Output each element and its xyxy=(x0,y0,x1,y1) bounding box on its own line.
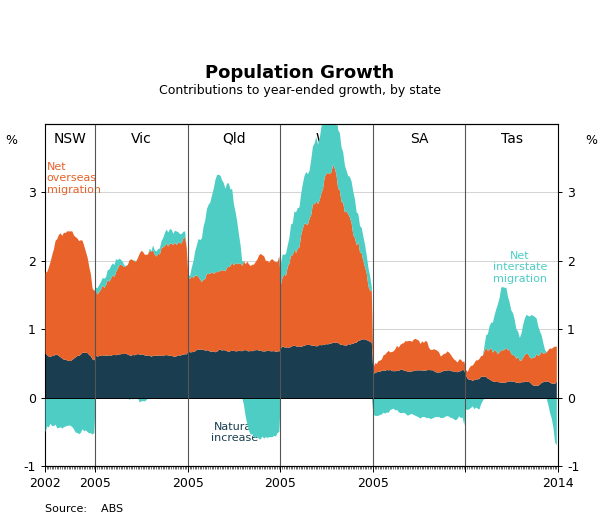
Text: %: % xyxy=(586,134,598,147)
Text: Contributions to year-ended growth, by state: Contributions to year-ended growth, by s… xyxy=(159,84,441,97)
Text: Vic: Vic xyxy=(131,132,152,146)
Text: SA: SA xyxy=(410,132,428,146)
Text: Population Growth: Population Growth xyxy=(205,64,395,82)
Text: %: % xyxy=(5,134,17,147)
Text: Qld: Qld xyxy=(223,132,246,146)
Text: Net
overseas
migration: Net overseas migration xyxy=(47,161,101,194)
Text: NSW: NSW xyxy=(54,132,86,146)
Text: Natural
increase: Natural increase xyxy=(211,422,258,443)
Text: Net
interstate
migration: Net interstate migration xyxy=(493,250,547,284)
Text: WA: WA xyxy=(316,132,338,146)
Text: Tas: Tas xyxy=(501,132,523,146)
Text: Source:    ABS: Source: ABS xyxy=(45,504,123,514)
